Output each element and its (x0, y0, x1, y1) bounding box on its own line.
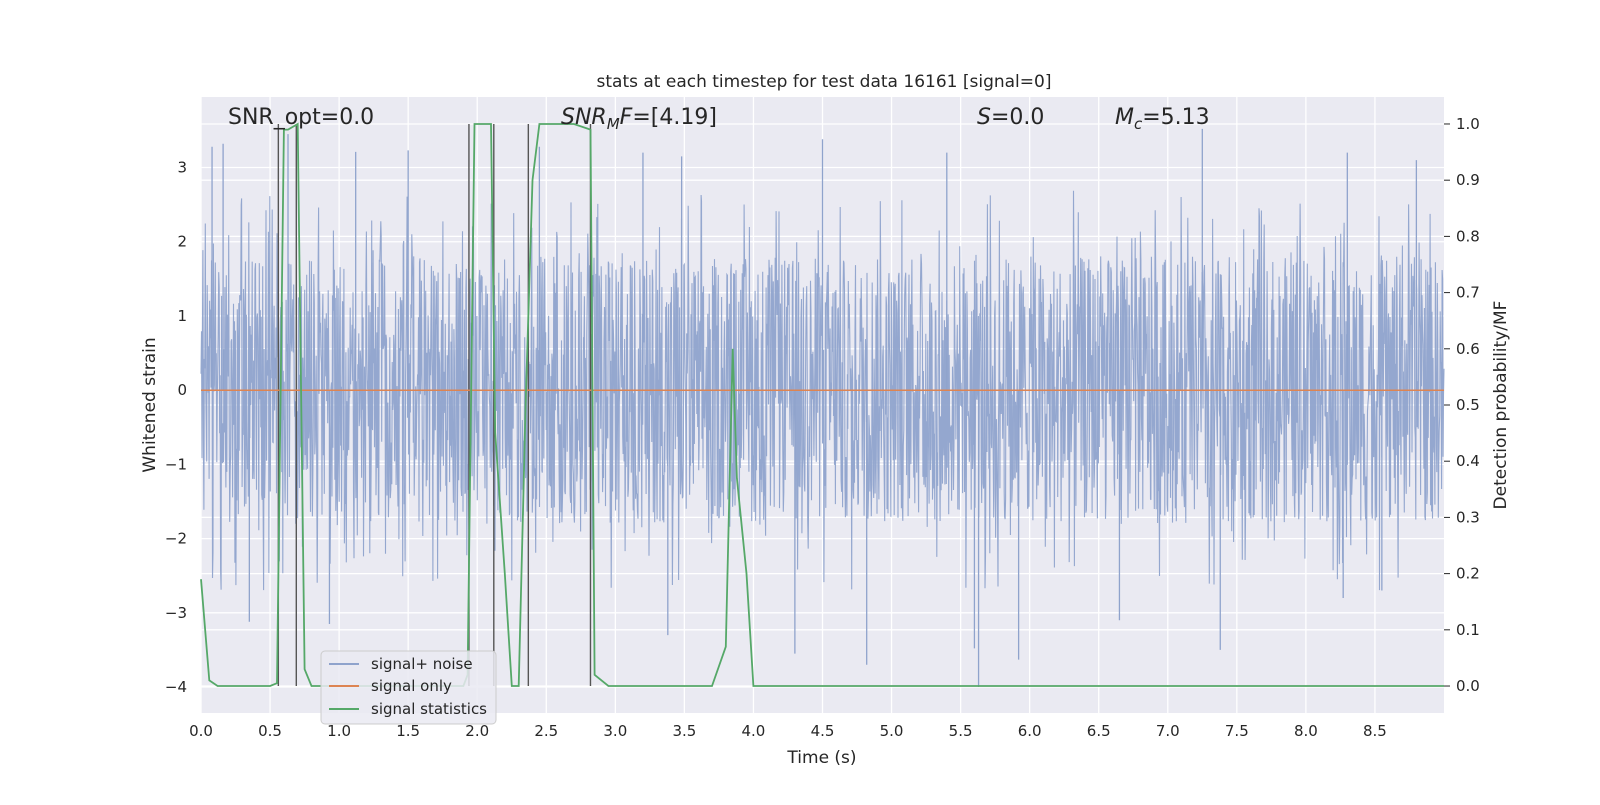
y-axis-label-right: Detection probability/MF (1491, 301, 1511, 510)
x-tick-label: 8.0 (1294, 722, 1318, 740)
x-tick-label: 4.5 (811, 722, 835, 740)
y-tick-label-left: −3 (165, 604, 187, 622)
x-tick-label: 8.5 (1363, 722, 1387, 740)
x-tick-label: 6.5 (1087, 722, 1111, 740)
x-tick-label: 2.5 (534, 722, 558, 740)
legend-label-noise: signal+ noise (371, 655, 473, 673)
y-tick-label-right: 0.8 (1456, 227, 1480, 245)
x-tick-label: 7.5 (1225, 722, 1249, 740)
annotation-snr-opt: SNR_opt=0.0 (228, 105, 374, 130)
x-tick-label: 0.5 (258, 722, 282, 740)
annotation-snr-mf: SNRMF=[4.19] (561, 105, 717, 133)
legend-box (320, 650, 497, 725)
y-tick-label-left: 0 (177, 381, 187, 399)
y-tick-label-right: 0.5 (1456, 396, 1480, 414)
y-tick-label-right: 0.9 (1456, 171, 1480, 189)
y-tick-label-right: 0.0 (1456, 677, 1480, 695)
y-tick-label-left: 3 (177, 159, 187, 177)
y-tick-label-left: −4 (165, 678, 187, 696)
x-tick-label: 7.0 (1156, 722, 1180, 740)
legend-label-signal: signal only (371, 677, 452, 695)
y-tick-label-left: −2 (165, 530, 187, 548)
x-axis-label: Time (s) (786, 748, 856, 768)
annotation-s-value: S=0.0 (977, 105, 1044, 130)
y-tick-label-right: 0.4 (1456, 452, 1480, 470)
x-tick-label: 5.5 (949, 722, 973, 740)
noise-trace (200, 128, 1445, 688)
x-tick-label: 4.0 (742, 722, 766, 740)
legend-label-stats: signal statistics (371, 700, 487, 718)
x-tick-label: 3.5 (672, 722, 696, 740)
y-tick-label-left: 1 (177, 307, 187, 325)
x-tick-label: 1.5 (396, 722, 420, 740)
y-tick-label-right: 0.6 (1456, 340, 1480, 358)
y-tick-label-right: 0.1 (1456, 621, 1480, 639)
legend: signal+ noise signal only signal statist… (320, 650, 497, 725)
x-tick-label: 5.0 (880, 722, 904, 740)
y-tick-label-right: 1.0 (1456, 115, 1480, 133)
y-tick-label-left: 2 (177, 233, 187, 251)
x-tick-label: 3.0 (603, 722, 627, 740)
tick-labels: 0.0 0.5 1.0 1.5 2.0 2.5 3.0 3.5 4.0 4.5 5.0 5.5 6.0 6… (165, 115, 1480, 740)
y-tick-label-right: 0.3 (1456, 508, 1480, 526)
x-tick-label: 2.0 (465, 722, 489, 740)
signal-statistics-trace (200, 122, 1444, 687)
x-tick-label: 6.0 (1018, 722, 1042, 740)
y-tick-label-right: 0.2 (1456, 565, 1480, 583)
y-tick-label-right: 0.7 (1456, 284, 1480, 302)
signal-statistics-line (200, 122, 1444, 687)
x-tick-label: 1.0 (327, 722, 351, 740)
y-axis-label-left: Whitened strain (140, 337, 160, 472)
y-tick-label-left: −1 (165, 455, 187, 473)
x-tick-label: 0.0 (189, 722, 213, 740)
annotation-chirp-mass: Mc=5.13 (1115, 105, 1210, 133)
chart-title: stats at each timestep for test data 161… (597, 72, 1052, 92)
